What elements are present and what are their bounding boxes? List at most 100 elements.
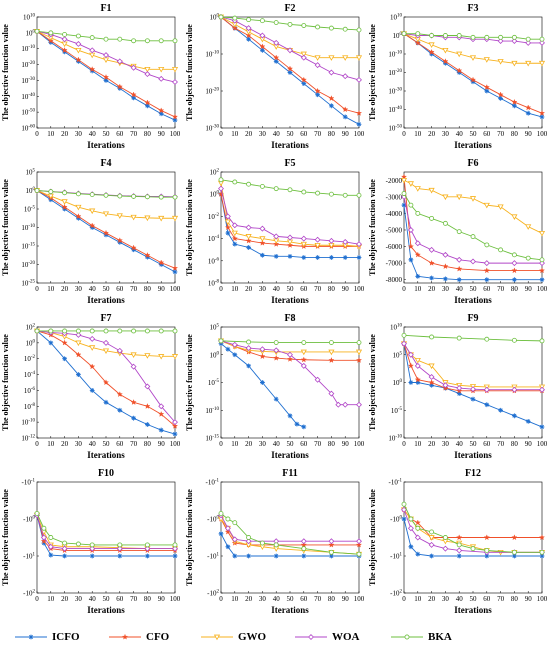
data-point bbox=[246, 553, 251, 559]
data-point bbox=[89, 553, 95, 559]
data-point bbox=[89, 345, 96, 351]
data-point bbox=[172, 269, 178, 275]
x-tick-label: 0 bbox=[402, 130, 406, 138]
data-point bbox=[301, 424, 307, 430]
chart-panel-f6: F6 0 10 20 30 40 50 60 70 80 90 100 -2000 -3000 -4000 -… bbox=[367, 155, 550, 310]
data-point bbox=[231, 341, 238, 348]
data-point bbox=[408, 257, 414, 263]
series-cfo bbox=[400, 506, 546, 541]
data-point bbox=[260, 47, 265, 53]
data-point bbox=[456, 385, 463, 392]
y-tick-label: 10-50 bbox=[388, 125, 402, 133]
data-point bbox=[218, 185, 224, 192]
data-point bbox=[75, 33, 81, 39]
x-tick-label: 70 bbox=[497, 440, 505, 448]
data-point bbox=[414, 376, 421, 383]
data-point bbox=[89, 335, 96, 342]
data-point bbox=[456, 542, 462, 548]
x-axis-label: Iterations bbox=[271, 450, 309, 460]
x-axis-label: Iterations bbox=[271, 605, 309, 615]
data-point bbox=[301, 553, 307, 559]
series-line-cfo bbox=[220, 16, 360, 114]
data-point bbox=[470, 546, 476, 552]
data-point bbox=[428, 48, 435, 55]
series-line-bka bbox=[403, 504, 542, 553]
y-axis-label: The objective function value bbox=[185, 489, 194, 586]
data-point bbox=[314, 55, 321, 61]
data-point bbox=[300, 349, 307, 356]
data-point bbox=[116, 391, 123, 398]
data-point bbox=[158, 403, 165, 410]
data-point bbox=[130, 244, 137, 251]
x-axis-label: Iterations bbox=[454, 450, 492, 460]
data-point bbox=[158, 38, 164, 44]
x-tick-label: 100 bbox=[354, 440, 365, 448]
data-point bbox=[273, 542, 279, 548]
data-point bbox=[483, 267, 490, 274]
y-tick-label: 10-15 bbox=[205, 435, 219, 443]
data-point bbox=[158, 410, 165, 417]
data-point bbox=[456, 256, 463, 263]
chart-svg-f10: F10 0 10 20 30 40 50 60 70 80 90 100 -10-1 -100 -101 -1… bbox=[1, 468, 181, 615]
data-point bbox=[442, 535, 448, 540]
y-tick-label: -10-1 bbox=[388, 479, 402, 487]
x-tick-label: 50 bbox=[470, 440, 478, 448]
series-icfo bbox=[34, 512, 178, 559]
chart-title: F4 bbox=[100, 158, 111, 169]
data-point bbox=[218, 14, 224, 20]
data-point bbox=[356, 27, 362, 33]
chart-svg-f11: F11 0 10 20 30 40 50 60 70 80 90 100 -10-1 -100 -101 -1… bbox=[185, 468, 365, 615]
y-tick-label: 10-60 bbox=[21, 125, 35, 133]
data-point bbox=[144, 545, 151, 552]
chart-panel-f4: F4 0 10 20 30 40 50 60 70 80 90 100 105 100 10-5 10-10 1… bbox=[0, 155, 183, 310]
data-point bbox=[414, 39, 421, 46]
y-tick-label: -100 bbox=[23, 516, 35, 524]
data-point bbox=[218, 177, 224, 183]
data-point bbox=[171, 264, 179, 271]
legend-label: ICFO bbox=[52, 631, 80, 643]
data-point bbox=[456, 277, 462, 283]
legend-item-woa: WOA bbox=[294, 624, 360, 650]
series-line-woa bbox=[220, 515, 359, 542]
data-point bbox=[259, 540, 265, 546]
x-tick-label: 60 bbox=[116, 595, 124, 603]
data-point bbox=[75, 331, 82, 338]
data-point bbox=[442, 220, 448, 226]
data-point bbox=[273, 233, 280, 240]
data-point bbox=[484, 242, 490, 248]
x-tick-label: 60 bbox=[300, 440, 308, 448]
data-point bbox=[89, 363, 96, 370]
data-point bbox=[443, 276, 448, 282]
data-point bbox=[89, 542, 95, 548]
data-point bbox=[429, 382, 434, 388]
x-tick-label: 70 bbox=[497, 130, 505, 138]
series-woa bbox=[34, 327, 178, 426]
chart-title: F5 bbox=[284, 158, 295, 169]
y-tick-label: -102 bbox=[23, 590, 35, 598]
x-tick-label: 80 bbox=[144, 285, 152, 293]
data-point bbox=[225, 544, 231, 550]
x-tick-label: 0 bbox=[219, 595, 223, 603]
data-point bbox=[246, 339, 252, 345]
x-tick-label: 100 bbox=[170, 440, 181, 448]
data-point bbox=[158, 427, 164, 433]
x-tick-label: 60 bbox=[300, 595, 308, 603]
x-tick-label: 70 bbox=[130, 595, 138, 603]
y-tick-label: 105 bbox=[26, 169, 36, 177]
x-tick-label: 50 bbox=[287, 130, 295, 138]
data-point bbox=[407, 227, 414, 233]
data-point bbox=[131, 328, 137, 334]
y-tick-label: 10-6 bbox=[208, 257, 220, 265]
data-point bbox=[356, 340, 362, 345]
data-point bbox=[145, 553, 150, 559]
series-woa bbox=[218, 337, 362, 408]
data-point bbox=[415, 525, 421, 531]
x-tick-label: 100 bbox=[537, 440, 548, 448]
chart-panel-f8: F8 0 10 20 30 40 50 60 70 80 90 100 105 100 10-5 10-10 1… bbox=[184, 310, 367, 465]
x-tick-label: 60 bbox=[116, 285, 124, 293]
y-tick-label: -100 bbox=[207, 516, 219, 524]
y-tick-label: 100 bbox=[210, 191, 220, 199]
data-point bbox=[48, 328, 54, 334]
series-bka bbox=[34, 188, 178, 200]
series-cfo bbox=[217, 13, 363, 116]
